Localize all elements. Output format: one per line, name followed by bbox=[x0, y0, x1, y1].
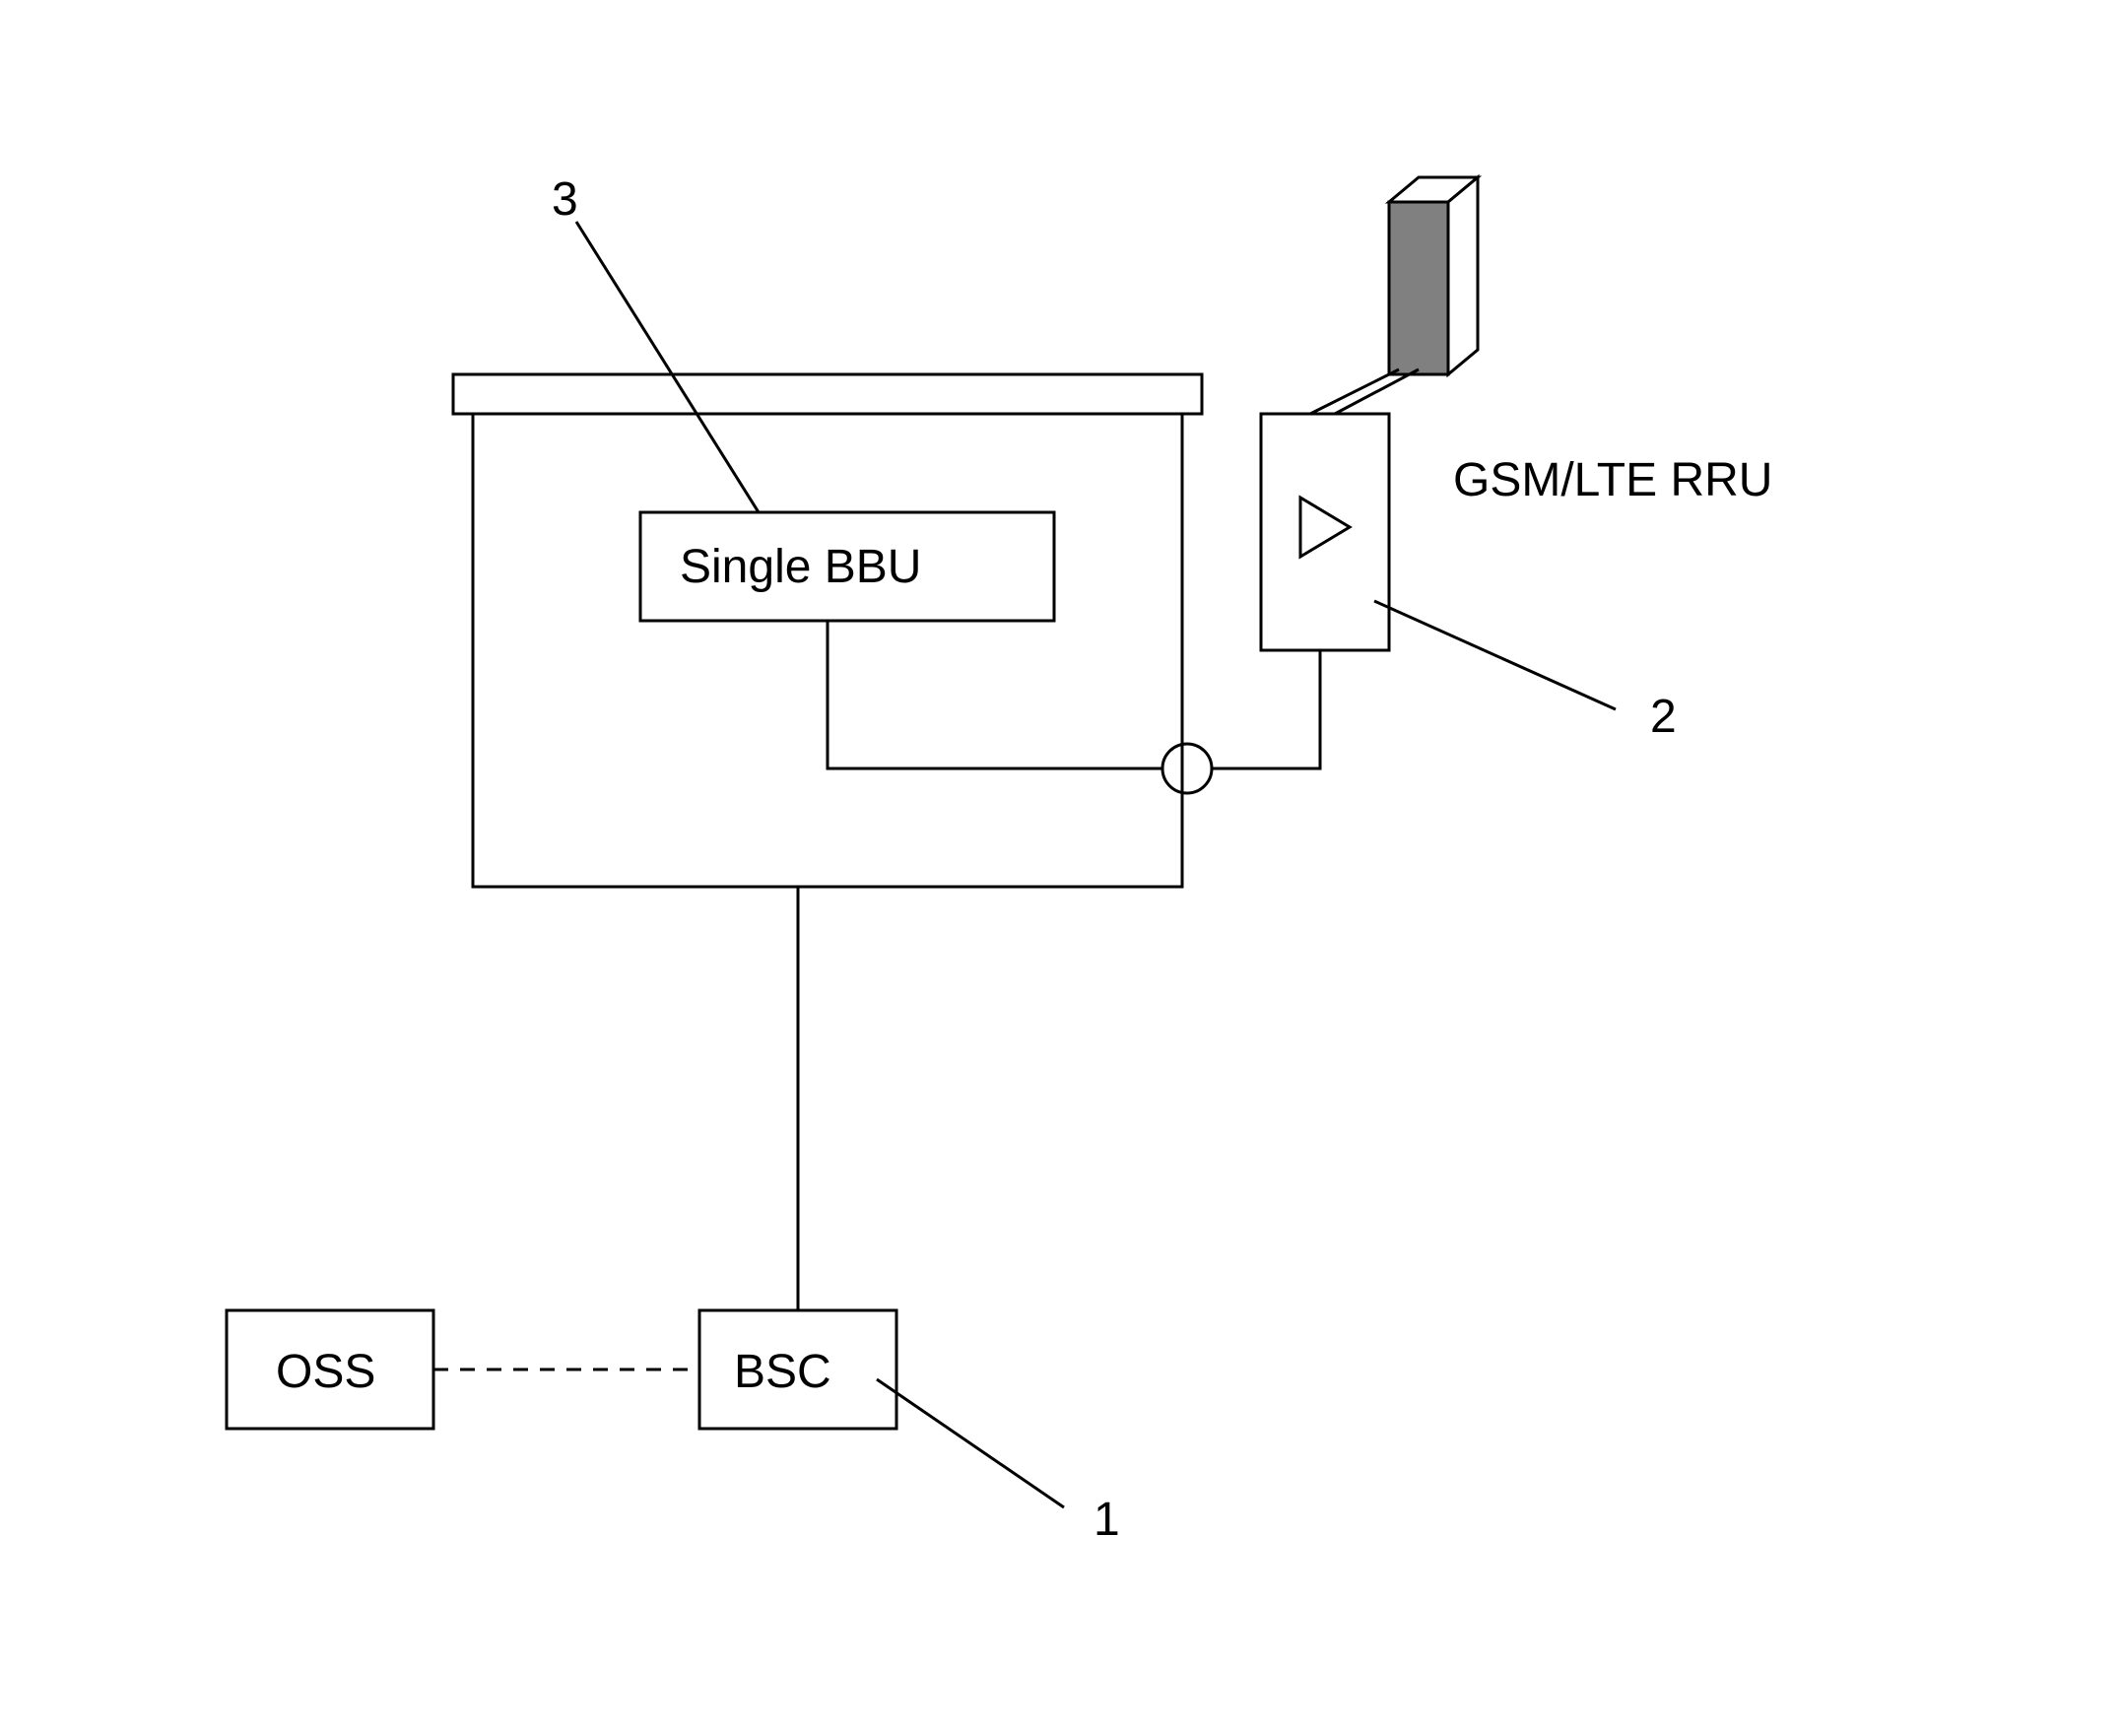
gsm-lte-rru-label: GSM/LTE RRU bbox=[1453, 453, 1772, 507]
callout-1-label: 1 bbox=[1094, 1493, 1120, 1547]
circle-junction bbox=[1162, 744, 1212, 793]
cabinet-lid bbox=[453, 374, 1202, 414]
callout-3-label: 3 bbox=[552, 172, 578, 227]
diagram-svg bbox=[0, 0, 2122, 1736]
diagram-container: 3 Single BBU GSM/LTE RRU 2 OSS BSC 1 bbox=[0, 0, 2122, 1736]
single-bbu-label: Single BBU bbox=[680, 540, 921, 594]
oss-label: OSS bbox=[276, 1345, 375, 1399]
rru-box bbox=[1261, 414, 1389, 650]
connections bbox=[433, 369, 1419, 1369]
callout-2-label: 2 bbox=[1650, 690, 1677, 744]
antenna bbox=[1389, 177, 1478, 374]
bsc-label: BSC bbox=[734, 1345, 831, 1399]
